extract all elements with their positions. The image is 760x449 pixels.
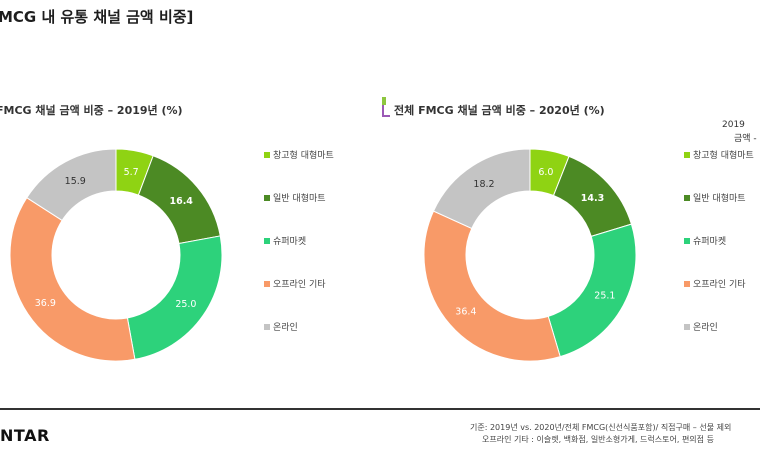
data-label-warehouse-hypermarket: 5.7 [124,167,139,178]
legend-item-online: 온라인 [264,320,298,333]
data-label-online: 18.2 [473,179,494,190]
data-label-general-hypermarket: 14.3 [581,193,604,204]
legend-swatch [684,151,690,158]
footer-divider [0,408,760,410]
legend-swatch [684,194,690,201]
legend-item-warehouse-hypermarket: 창고형 대형마트 [684,148,754,161]
chart-title-2019: FMCG 채널 금액 비중 – 2019년 (%) [0,104,183,117]
legend-item-offline-other: 오프라인 기타 [264,277,326,290]
legend-swatch [684,237,690,244]
cut-label-year: 2019 [722,120,745,130]
legend-item-warehouse-hypermarket: 창고형 대형마트 [264,148,334,161]
donut-segment-offline-other [423,210,561,362]
legend-swatch [684,323,690,330]
legend-label: 창고형 대형마트 [273,151,334,161]
legend-label: 오프라인 기타 [273,280,326,290]
legend-label: 슈퍼마켓 [273,237,307,247]
brand-logo-text: NTAR [0,426,50,445]
data-label-offline-other: 36.4 [455,306,476,317]
legend-item-supermarket: 슈퍼마켓 [264,234,306,247]
legend-item-general-hypermarket: 일반 대형마트 [684,191,746,204]
legend-label: 일반 대형마트 [273,194,326,204]
legend-item-supermarket: 슈퍼마켓 [684,234,726,247]
donut-segment-supermarket [547,223,637,358]
data-label-warehouse-hypermarket: 6.0 [538,167,553,178]
cut-label-amount: 금액 - [734,134,757,144]
legend-swatch [264,151,270,158]
legend-item-online: 온라인 [684,320,718,333]
footnote-line-1: 기준: 2019년 vs. 2020년/전체 FMCG(신선식품포함)/ 직접구… [470,423,732,432]
legend-label: 온라인 [693,323,718,333]
legend-item-general-hypermarket: 일반 대형마트 [264,191,326,204]
data-label-supermarket: 25.0 [175,299,196,310]
legend-label: 창고형 대형마트 [693,151,754,161]
footnote-line-2: 오프라인 기타 : 이슬렛, 백화점, 일반소형가게, 드럭스토어, 편의점 등 [482,435,714,444]
page-title: MCG 내 유통 채널 금액 비중] [0,8,194,26]
legend-swatch [684,280,690,287]
data-label-general-hypermarket: 16.4 [169,196,193,207]
legend-swatch [264,194,270,201]
legend-item-offline-other: 오프라인 기타 [684,277,746,290]
data-label-supermarket: 25.1 [594,291,615,302]
legend-swatch [264,280,270,287]
legend-label: 일반 대형마트 [693,194,746,204]
donut-segment-offline-other [9,197,136,362]
legend-label: 온라인 [273,323,298,333]
data-label-offline-other: 36.9 [35,298,56,309]
data-label-online: 15.9 [65,176,86,187]
legend-swatch [264,323,270,330]
donut-segment-online [432,148,531,230]
donut-segment-online [26,148,117,222]
bracket-icon [382,97,390,117]
legend-label: 슈퍼마켓 [693,237,727,247]
legend-label: 오프라인 기타 [693,280,746,290]
chart-title-2020: 전체 FMCG 채널 금액 비중 – 2020년 (%) [394,104,605,117]
legend-swatch [264,237,270,244]
